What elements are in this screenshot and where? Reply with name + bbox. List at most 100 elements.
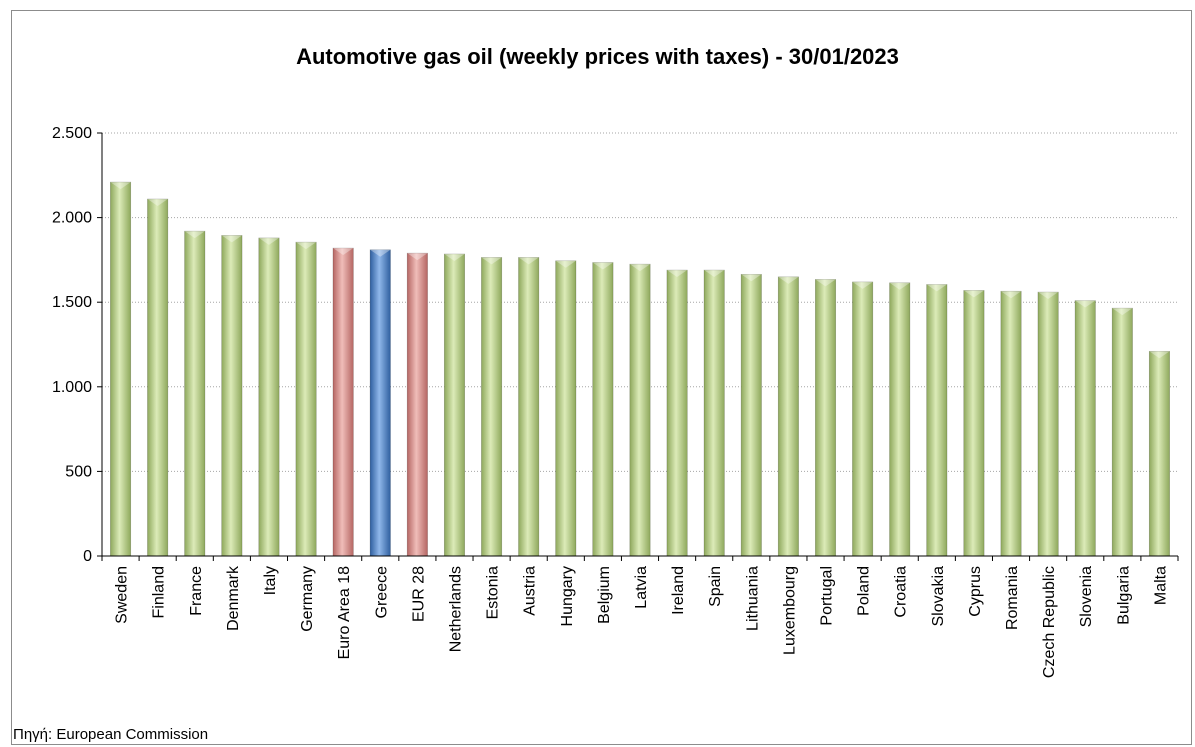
bar <box>666 269 688 557</box>
bar <box>295 241 317 557</box>
bar-cap <box>444 253 465 261</box>
chart-title: Automotive gas oil (weekly prices with t… <box>296 44 899 69</box>
x-tick-labels: Sweden Finland France Denmark Italy Germany Eu… <box>114 565 1170 678</box>
axes <box>97 132 1179 561</box>
bar-cap <box>332 248 354 256</box>
y-tick-label: 1.000 <box>52 379 92 396</box>
x-tick-label: Euro Area 18 <box>336 566 353 660</box>
bar <box>777 276 799 557</box>
bar <box>963 290 985 557</box>
bar <box>555 260 577 557</box>
x-tick-label: Slovenia <box>1078 566 1095 627</box>
x-tick-label: Ireland <box>670 566 687 615</box>
x-tick-label: Finland <box>151 566 168 618</box>
x-tick-label: Italy <box>262 566 279 595</box>
bar-cap <box>778 276 799 284</box>
bar <box>815 279 837 557</box>
y-tick-label: 1.500 <box>52 294 92 311</box>
bar <box>110 181 132 557</box>
bar <box>852 281 874 557</box>
x-tick-label: Estonia <box>485 566 502 619</box>
x-tick-label: Netherlands <box>447 566 464 652</box>
bar-cap <box>963 290 985 298</box>
bar-cap <box>555 260 576 268</box>
bar-cap <box>666 270 688 278</box>
bar <box>926 284 948 557</box>
bar-cap <box>1112 308 1133 316</box>
x-tick-label: Luxembourg <box>781 566 798 655</box>
bar-cap <box>1000 291 1022 299</box>
bar-cap <box>926 284 948 292</box>
bar-cap <box>370 249 391 257</box>
bar-cap <box>889 282 910 290</box>
bar <box>1111 307 1133 557</box>
bar <box>147 198 169 557</box>
x-tick-label: Hungary <box>559 566 576 626</box>
x-tick-label: Spain <box>707 566 724 607</box>
bar <box>332 247 354 557</box>
x-tick-label: Sweden <box>114 566 131 624</box>
x-tick-label: Bulgaria <box>1115 566 1132 625</box>
bar-cap <box>481 257 502 265</box>
bar <box>1074 300 1096 557</box>
bar-cap <box>147 198 168 206</box>
x-tick-label: Greece <box>373 566 390 619</box>
bar <box>221 235 243 557</box>
bar <box>258 237 280 557</box>
x-tick-label: Denmark <box>225 565 242 631</box>
bar-cap <box>704 270 725 278</box>
bar <box>518 257 540 557</box>
bar-cap <box>629 264 651 272</box>
bar-cap <box>258 237 280 245</box>
x-tick-label: Portugal <box>819 566 836 626</box>
bar-cap <box>1149 351 1170 359</box>
bar <box>443 253 465 557</box>
x-tick-label: Slovakia <box>930 566 947 627</box>
bar <box>889 282 911 557</box>
x-tick-label: Czech Republic <box>1041 566 1058 678</box>
bar <box>481 257 503 557</box>
bar <box>1037 291 1059 557</box>
x-tick-label: Croatia <box>893 566 910 618</box>
y-tick-label: 0 <box>83 548 92 565</box>
bar-cap <box>815 279 836 287</box>
bar-cap <box>1037 292 1059 300</box>
x-tick-label: Germany <box>299 566 316 632</box>
bar-cap <box>518 257 539 265</box>
bar <box>629 263 651 557</box>
bar-cap <box>741 274 762 282</box>
bar-cap <box>592 262 614 270</box>
x-tick-label: Cyprus <box>967 566 984 617</box>
bar <box>740 273 762 557</box>
bar <box>1000 290 1022 557</box>
x-tick-label: Latvia <box>633 566 650 609</box>
y-tick-labels: 0 500 1.000 1.500 2.000 2.500 <box>52 125 92 565</box>
bar-cap <box>295 242 317 250</box>
bar-cap <box>852 281 873 289</box>
x-tick-label: Romania <box>1004 566 1021 630</box>
source-note: Πηγή: European Commission <box>13 726 209 743</box>
bar-cap <box>1075 300 1096 308</box>
x-tick-label: France <box>188 566 205 616</box>
x-tick-label: Lithuania <box>744 566 761 631</box>
bar <box>1148 350 1170 557</box>
y-tick-label: 2.500 <box>52 125 92 142</box>
bars <box>110 181 1170 557</box>
x-tick-label: Malta <box>1152 566 1169 605</box>
bar <box>369 249 391 557</box>
bar-cap <box>407 253 428 261</box>
bar <box>592 262 614 557</box>
x-tick-label: Austria <box>522 566 539 616</box>
y-tick-label: 2.000 <box>52 210 92 227</box>
bar-cap <box>221 235 243 243</box>
x-tick-label: EUR 28 <box>410 566 427 622</box>
bar-cap <box>184 231 205 239</box>
y-tick-label: 500 <box>65 463 92 480</box>
bar <box>406 252 428 557</box>
bar-cap <box>110 182 131 190</box>
x-tick-label: Belgium <box>596 566 613 624</box>
bar <box>184 230 206 557</box>
x-tick-label: Poland <box>856 566 873 616</box>
bar <box>703 269 725 557</box>
